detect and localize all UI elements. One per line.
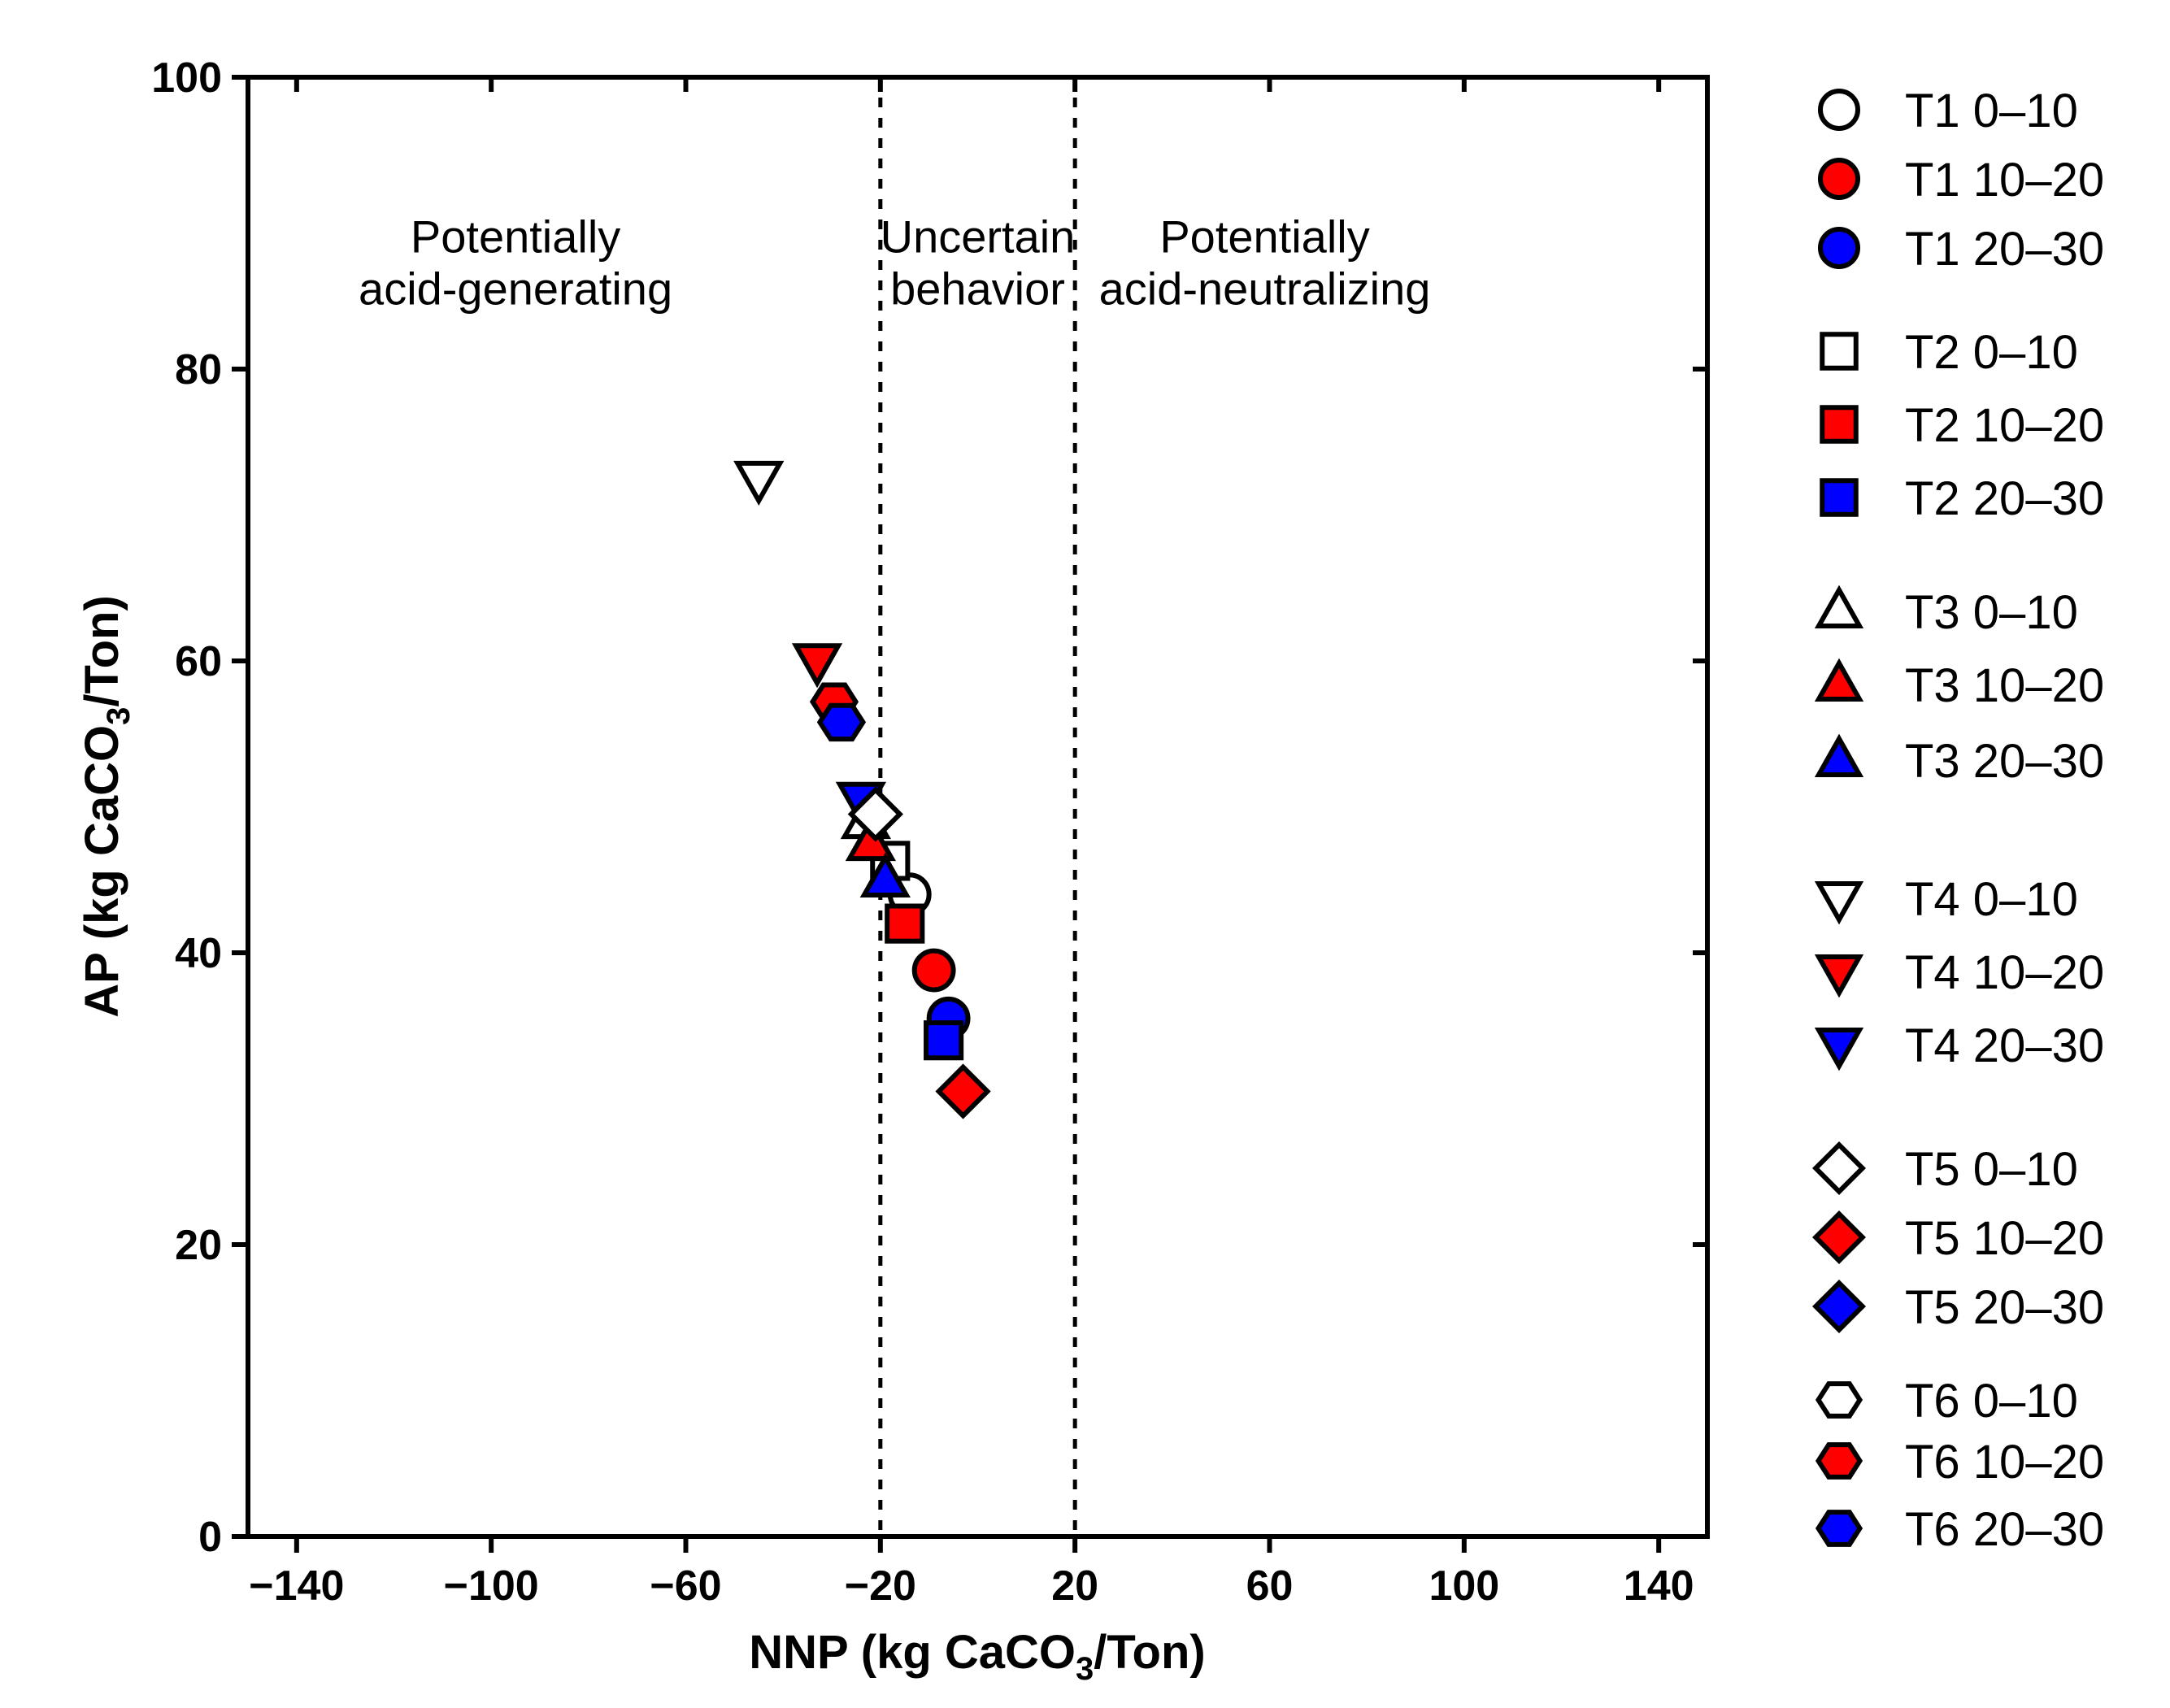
- data-point-triangle-up: [845, 815, 897, 862]
- legend-label: T5 10–20: [1905, 1212, 2104, 1265]
- data-point-triangle-up: [859, 852, 911, 897]
- legend-item: T1 10–20: [1818, 154, 2104, 206]
- legend-label: T4 0–10: [1905, 873, 2078, 926]
- legend-marker-diamond: [1812, 1210, 1866, 1264]
- legend-marker-diamond: [1812, 1280, 1866, 1333]
- y-tick-label: 100: [151, 54, 222, 102]
- y-tick-label: 40: [175, 930, 222, 977]
- legend-item: T5 20–30: [1812, 1280, 2104, 1334]
- legend-item: T5 10–20: [1812, 1210, 2104, 1265]
- data-point-square: [885, 903, 925, 944]
- legend-marker-square: [1820, 478, 1859, 517]
- legend-label: T3 0–10: [1905, 586, 2078, 639]
- data-point-square: [924, 1020, 964, 1061]
- legend-label: T4 10–20: [1905, 946, 2104, 999]
- legend-label: T1 10–20: [1905, 154, 2104, 206]
- y-axis-title: AP (kg CaCO3/Ton): [76, 595, 137, 1018]
- legend-item: T3 10–20: [1814, 658, 2104, 712]
- legend-label: T3 20–30: [1905, 735, 2104, 788]
- y-tick-label: 60: [175, 638, 222, 685]
- data-point-hexagon: [816, 702, 867, 742]
- y-tick-label: 20: [175, 1222, 222, 1269]
- region-label-2: Potentially acid-neutralizing: [1099, 211, 1431, 314]
- legend-item: T2 10–20: [1820, 399, 2104, 452]
- legend-label: T2 0–10: [1905, 326, 2078, 379]
- region-label-0: Potentially acid-generating: [359, 211, 672, 314]
- legend-marker-triangle-down: [1814, 1028, 1864, 1071]
- legend-label: T4 20–30: [1905, 1019, 2104, 1072]
- x-tick-label: 100: [1429, 1562, 1499, 1610]
- legend-item: T2 20–30: [1820, 472, 2104, 525]
- x-axis-title: NNP (kg CaCO3/Ton): [749, 1626, 1205, 1687]
- data-point-diamond: [847, 786, 903, 842]
- legend-item: T3 0–10: [1814, 585, 2078, 639]
- legend-label: T5 0–10: [1905, 1143, 2078, 1196]
- data-point-circle: [911, 948, 956, 993]
- legend-marker-hexagon: [1815, 1442, 1863, 1480]
- legend-marker-circle: [1818, 227, 1860, 269]
- legend-item: T4 10–20: [1814, 946, 2104, 999]
- legend-item: T3 20–30: [1814, 733, 2104, 788]
- legend-marker-triangle-up: [1814, 585, 1864, 628]
- y-tick-label: 80: [175, 346, 222, 393]
- legend-item: T4 20–30: [1814, 1019, 2104, 1072]
- legend-marker-triangle-down: [1814, 954, 1864, 998]
- x-tick-label: 60: [1246, 1562, 1294, 1610]
- legend-item: T5 0–10: [1812, 1141, 2078, 1196]
- legend-label: T1 20–30: [1905, 223, 2104, 276]
- legend-label: T6 10–20: [1905, 1436, 2104, 1489]
- region-label-1: Uncertain behavior: [881, 211, 1076, 314]
- legend-item: T6 20–30: [1815, 1503, 2104, 1556]
- x-tick-label: 20: [1051, 1562, 1098, 1610]
- data-points: [733, 460, 991, 1119]
- x-tick-label: −20: [845, 1562, 916, 1610]
- legend-marker-hexagon: [1815, 1510, 1863, 1547]
- x-tick-label: −60: [650, 1562, 721, 1610]
- x-tick-label: 140: [1624, 1562, 1694, 1610]
- legend-marker-circle: [1818, 89, 1860, 131]
- region-labels: Potentially acid-generating Uncertain behav…: [359, 211, 1430, 314]
- legend-label: T3 10–20: [1905, 659, 2104, 712]
- legend-marker-triangle-down: [1814, 881, 1864, 925]
- legend-item: T1 20–30: [1818, 223, 2104, 276]
- data-point-diamond: [935, 1063, 991, 1119]
- data-point-triangle-down: [733, 460, 785, 506]
- legend-marker-square: [1820, 332, 1859, 371]
- x-axis: −140 −100 −60 −20 20 60 100 140: [249, 77, 1694, 1610]
- legend-label: T5 20–30: [1905, 1281, 2104, 1334]
- legend-label: T2 20–30: [1905, 472, 2104, 525]
- legend-item: T6 10–20: [1815, 1436, 2104, 1489]
- legend-label: T2 10–20: [1905, 399, 2104, 452]
- legend-label: T1 0–10: [1905, 85, 2078, 137]
- legend: T1 0–10 T1 10–20 T1 20–30 T2 0–10 T2 10–20 T2…: [1812, 85, 2104, 1556]
- legend-marker-triangle-up: [1814, 733, 1864, 777]
- y-tick-label: 0: [198, 1514, 222, 1561]
- legend-item: T1 0–10: [1818, 85, 2078, 137]
- legend-marker-circle: [1818, 158, 1860, 200]
- legend-marker-hexagon: [1815, 1381, 1863, 1419]
- plot-frame: [246, 75, 1710, 1539]
- legend-marker-diamond: [1812, 1141, 1866, 1195]
- legend-label: T6 20–30: [1905, 1503, 2104, 1556]
- data-point-triangle-down: [791, 643, 843, 689]
- legend-label: T6 0–10: [1905, 1375, 2078, 1428]
- y-axis: 0 20 40 60 80 100: [151, 54, 1707, 1561]
- legend-marker-square: [1820, 405, 1859, 444]
- legend-item: T4 0–10: [1814, 873, 2078, 926]
- legend-marker-triangle-up: [1814, 658, 1864, 702]
- x-tick-label: −140: [249, 1562, 344, 1610]
- legend-item: T2 0–10: [1820, 326, 2078, 379]
- legend-item: T6 0–10: [1815, 1375, 2078, 1428]
- x-tick-label: −100: [444, 1562, 539, 1610]
